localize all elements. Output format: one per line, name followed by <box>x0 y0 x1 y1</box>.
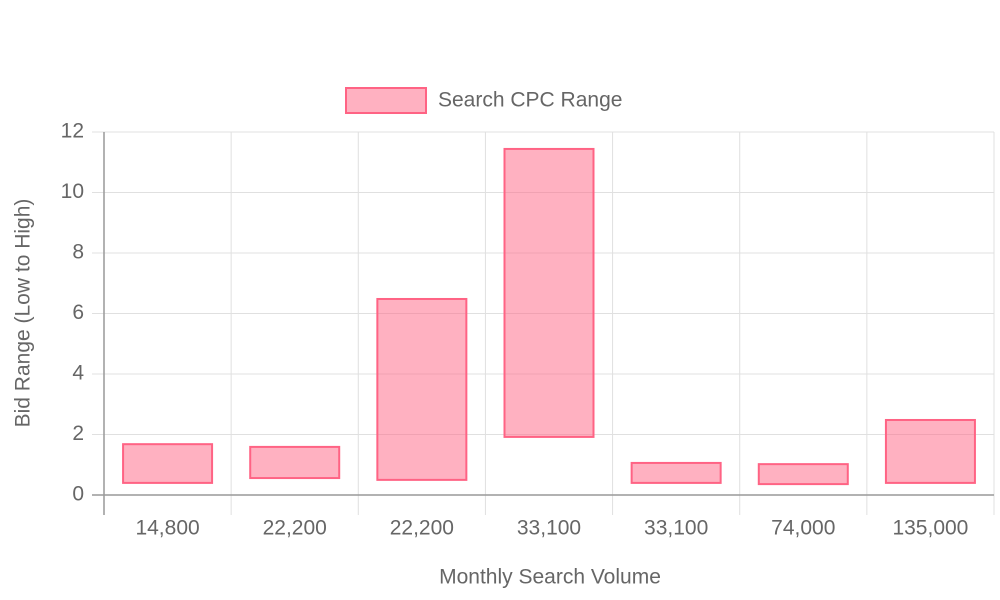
y-tick-label: 4 <box>72 362 84 385</box>
bar <box>249 445 341 480</box>
x-tick-label: 33,100 <box>517 517 581 540</box>
bar <box>376 297 468 481</box>
x-tick-label: 33,100 <box>644 517 708 540</box>
x-axis-title: Monthly Search Volume <box>439 566 661 589</box>
bar <box>503 147 595 438</box>
y-tick-label: 12 <box>61 120 84 143</box>
x-tick-label: 22,200 <box>390 517 454 540</box>
y-tick-label: 2 <box>72 422 84 445</box>
bar <box>630 461 722 484</box>
bar <box>884 418 976 484</box>
y-tick-label: 6 <box>72 301 84 324</box>
x-tick-label: 14,800 <box>135 517 199 540</box>
legend-label: Search CPC Range <box>438 89 622 112</box>
x-tick-label: 135,000 <box>892 517 968 540</box>
x-tick-label: 74,000 <box>771 517 835 540</box>
legend-swatch <box>345 87 427 114</box>
bar <box>122 443 214 484</box>
y-axis-title: Bid Range (Low to High) <box>12 199 35 428</box>
y-tick-label: 0 <box>72 483 84 506</box>
bar <box>757 463 849 486</box>
y-tick-label: 10 <box>61 180 84 203</box>
x-tick-label: 22,200 <box>263 517 327 540</box>
y-tick-label: 8 <box>72 241 84 264</box>
